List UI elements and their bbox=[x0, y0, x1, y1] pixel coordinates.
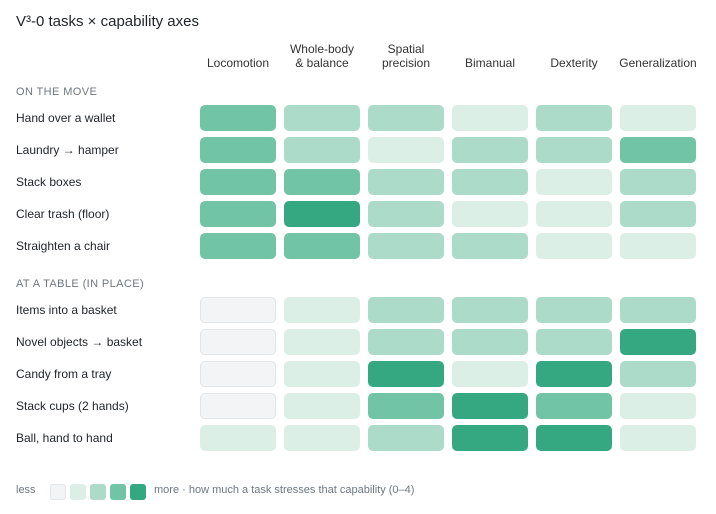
chart-title: V³-0 tasks × capability axes bbox=[16, 13, 199, 30]
heatmap-cell bbox=[536, 233, 612, 259]
column-header-line: Spatial bbox=[387, 42, 425, 56]
heatmap-cell bbox=[368, 233, 444, 259]
heatmap-cell bbox=[284, 233, 360, 259]
row-label: Stack cups (2 hands) bbox=[16, 399, 129, 413]
heatmap-cell bbox=[536, 361, 612, 387]
heatmap-cell bbox=[452, 425, 528, 451]
section-label: AT A TABLE (IN PLACE) bbox=[16, 278, 145, 290]
heatmap-cell bbox=[452, 361, 528, 387]
heatmap-cell bbox=[368, 297, 444, 323]
column-header-line: Whole-body bbox=[289, 42, 355, 56]
column-header-line: Bimanual bbox=[464, 56, 516, 70]
column-header: Spatial precision bbox=[364, 42, 448, 70]
heatmap-cell bbox=[200, 105, 276, 131]
legend-more-label: more · how much a task stresses that cap… bbox=[154, 484, 415, 496]
heatmap-cell bbox=[620, 137, 696, 163]
heatmap-cell bbox=[452, 393, 528, 419]
heatmap-cell bbox=[368, 137, 444, 163]
legend-less-label: less bbox=[16, 484, 36, 496]
heatmap-cell bbox=[200, 393, 276, 419]
heatmap-cell bbox=[284, 393, 360, 419]
heatmap-cell bbox=[620, 297, 696, 323]
heatmap-cell bbox=[200, 137, 276, 163]
heatmap-cell bbox=[452, 169, 528, 195]
heatmap-cell bbox=[200, 297, 276, 323]
heatmap-cell bbox=[284, 425, 360, 451]
heatmap-cell bbox=[200, 169, 276, 195]
row-label: Novel objects → basket bbox=[16, 335, 143, 349]
heatmap-cell bbox=[620, 169, 696, 195]
heatmap-cell bbox=[368, 393, 444, 419]
heatmap-cell bbox=[284, 137, 360, 163]
heatmap-cell bbox=[200, 329, 276, 355]
heatmap-cell bbox=[284, 297, 360, 323]
legend-swatch bbox=[110, 484, 126, 500]
row-label: Ball, hand to hand bbox=[16, 431, 113, 445]
row-label: Straighten a chair bbox=[16, 239, 111, 253]
heatmap-cell bbox=[620, 105, 696, 131]
heatmap-cell bbox=[368, 201, 444, 227]
heatmap-cell bbox=[452, 233, 528, 259]
heatmap-cell bbox=[368, 425, 444, 451]
heatmap-cell bbox=[620, 329, 696, 355]
heatmap-cell bbox=[620, 361, 696, 387]
heatmap-cell bbox=[452, 137, 528, 163]
heatmap-cell bbox=[536, 329, 612, 355]
row-label: Stack boxes bbox=[16, 175, 82, 189]
heatmap-cell bbox=[368, 105, 444, 131]
column-header: Whole-body & balance bbox=[280, 42, 364, 70]
column-header-line: Dexterity bbox=[550, 56, 598, 70]
heatmap-cell bbox=[620, 233, 696, 259]
heatmap-cell bbox=[284, 329, 360, 355]
heatmap-cell bbox=[368, 169, 444, 195]
column-header: Generalization bbox=[616, 42, 700, 70]
column-header-line: Locomotion bbox=[206, 56, 270, 70]
heatmap-cell bbox=[200, 233, 276, 259]
column-header-line: & balance bbox=[295, 56, 349, 70]
column-header: Bimanual bbox=[448, 42, 532, 70]
row-label: Hand over a wallet bbox=[16, 111, 116, 125]
heatmap-cell bbox=[536, 297, 612, 323]
legend-swatch bbox=[90, 484, 106, 500]
heatmap-cell bbox=[620, 425, 696, 451]
heatmap-cell bbox=[536, 393, 612, 419]
legend-swatch bbox=[130, 484, 146, 500]
heatmap-cell bbox=[536, 425, 612, 451]
row-label: Candy from a tray bbox=[16, 367, 112, 381]
heatmap-cell bbox=[284, 201, 360, 227]
column-header-line: Generalization bbox=[619, 56, 697, 70]
heatmap-cell bbox=[536, 105, 612, 131]
heatmap-cell bbox=[536, 169, 612, 195]
heatmap-cell bbox=[620, 201, 696, 227]
heatmap-cell bbox=[368, 361, 444, 387]
heatmap-cell bbox=[200, 201, 276, 227]
section-label: ON THE MOVE bbox=[16, 86, 98, 98]
legend-swatch bbox=[70, 484, 86, 500]
heatmap-cell bbox=[452, 297, 528, 323]
column-header-line: precision bbox=[381, 56, 431, 70]
row-label: Items into a basket bbox=[16, 303, 117, 317]
heatmap-cell bbox=[452, 329, 528, 355]
heatmap-cell bbox=[452, 201, 528, 227]
heatmap-cell bbox=[536, 201, 612, 227]
heatmap-cell bbox=[620, 393, 696, 419]
heatmap-cell bbox=[284, 105, 360, 131]
row-label: Clear trash (floor) bbox=[16, 207, 110, 221]
heatmap-cell bbox=[368, 329, 444, 355]
heatmap-cell bbox=[200, 425, 276, 451]
heatmap-cell bbox=[284, 169, 360, 195]
column-header: Locomotion bbox=[196, 42, 280, 70]
heatmap-cell bbox=[536, 137, 612, 163]
heatmap-cell bbox=[284, 361, 360, 387]
heatmap-cell bbox=[452, 105, 528, 131]
heatmap-cell bbox=[200, 361, 276, 387]
row-label: Laundry → hamper bbox=[16, 143, 119, 157]
legend-swatch bbox=[50, 484, 66, 500]
column-header: Dexterity bbox=[532, 42, 616, 70]
